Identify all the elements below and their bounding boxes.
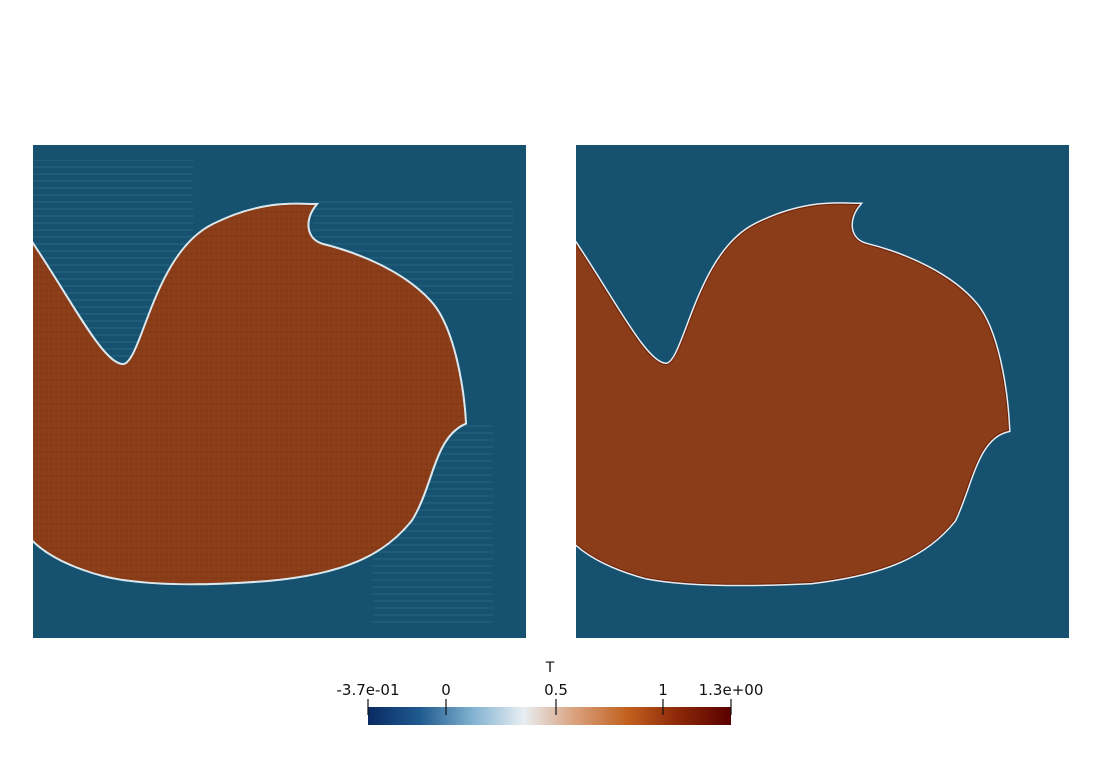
- right-field-plot: [576, 145, 1069, 638]
- colorbar-graphic: [367, 699, 732, 725]
- colorbar-tick-label: 0: [441, 681, 451, 699]
- colorbar-tick-label: 0.5: [544, 681, 568, 699]
- colorbar-gradient: [368, 707, 731, 725]
- left-render-panel[interactable]: [33, 145, 526, 638]
- colorbar-title: T: [545, 660, 555, 676]
- colorbar-tick-label: 1: [658, 681, 668, 699]
- colorbar: T -3.7e-01 0 0.5 1 1.3e+00: [320, 655, 780, 735]
- colorbar-tick-label: 1.3e+00: [698, 681, 764, 699]
- left-field-plot: [33, 145, 526, 638]
- right-render-panel[interactable]: [576, 145, 1069, 638]
- colorbar-tick-label: -3.7e-01: [336, 681, 400, 699]
- right-hot-region: [576, 204, 1008, 584]
